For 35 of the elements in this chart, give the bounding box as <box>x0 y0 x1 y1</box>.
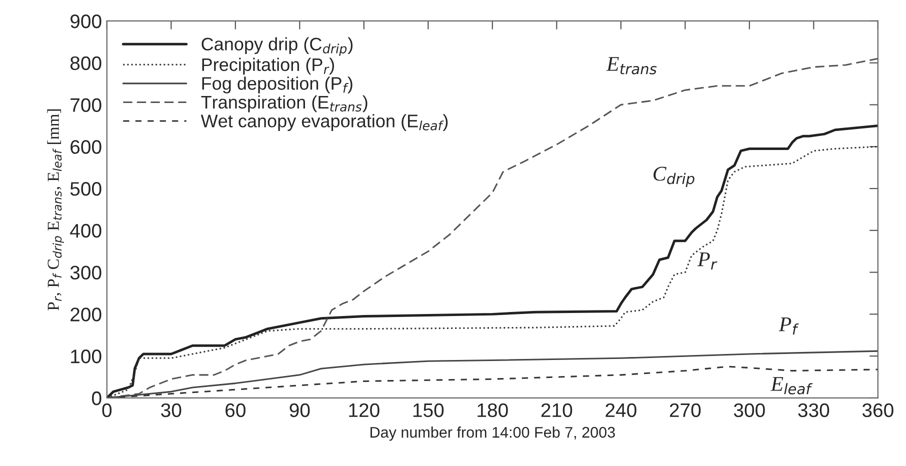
x-tick-label: 210 <box>541 403 572 418</box>
x-tick-label: 360 <box>862 403 894 418</box>
x-tick-label: 90 <box>290 403 310 418</box>
x-tick-label: 300 <box>734 403 765 418</box>
y-tick-label: 500 <box>70 182 102 196</box>
legend-label: Wet canopy evaporation (E$_{leaf}$) <box>200 114 448 131</box>
y-tick-label: 0 <box>92 391 102 406</box>
y-tick-label: 800 <box>70 56 102 70</box>
y-tick-label: 400 <box>70 224 102 238</box>
annotation: C$_{drip}$ <box>654 166 694 188</box>
legend-label: Canopy drip (C$_{drip}$) <box>202 37 353 56</box>
y-tick-label: 300 <box>70 266 102 280</box>
annotation: P$_{r}$ <box>697 252 718 270</box>
annotation: E$_{leaf}$ <box>770 377 813 394</box>
x-tick-label: 270 <box>670 403 701 418</box>
x-tick-label: 30 <box>161 403 182 418</box>
x-tick-label: 120 <box>349 403 380 418</box>
x-tick-label: 180 <box>478 403 508 418</box>
y-tick-label: 200 <box>70 308 102 322</box>
text: P$_{r}$, P$_{f}$ C$_{drip}$ E$_{trans}$, E$_{leaf}$ [mm] <box>47 109 64 310</box>
x-axis-title: Day number from 14:00 Feb 7, 2003 <box>370 426 615 441</box>
y-tick-label: 600 <box>70 140 102 154</box>
annotation: P$_{f}$ <box>778 317 799 335</box>
x-tick-label: 240 <box>606 403 636 418</box>
legend-label: Precipitation (P$_{r}$) <box>202 58 334 75</box>
annotation: E$_{trans}$ <box>606 57 657 74</box>
legend-label: Transpiration (E$_{trans}$) <box>201 95 368 112</box>
x-tick-label: 150 <box>413 403 444 418</box>
y-tick-label: 900 <box>70 14 102 28</box>
legend-label: Fog deposition (P$_{f}$) <box>202 76 352 94</box>
x-tick-label: 0 <box>102 403 112 418</box>
x-tick-label: 330 <box>798 403 830 418</box>
y-tick-label: 100 <box>71 350 102 364</box>
y-tick-label: 700 <box>70 98 102 112</box>
x-tick-label: 60 <box>226 403 246 418</box>
